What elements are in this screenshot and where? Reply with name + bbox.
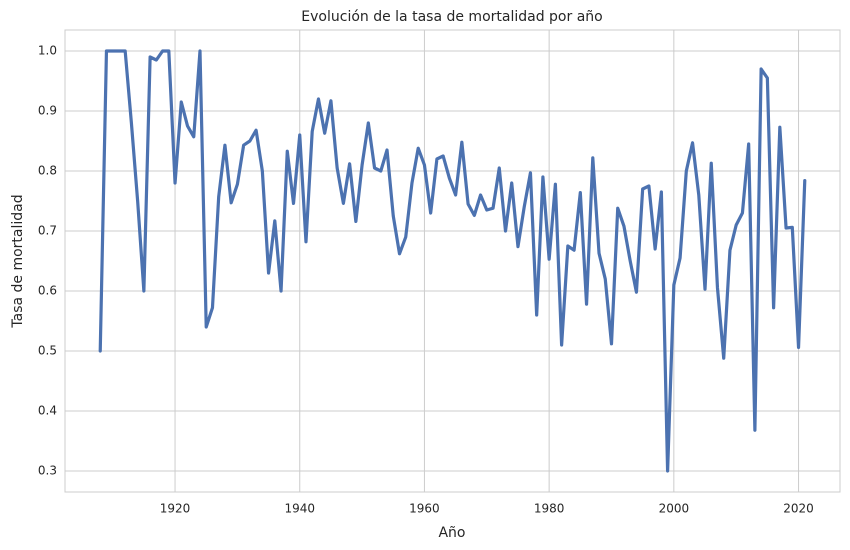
x-tick-label: 2000 bbox=[659, 502, 690, 516]
y-tick-label: 0.7 bbox=[38, 224, 57, 238]
y-tick-label: 0.4 bbox=[38, 404, 57, 418]
y-tick-label: 0.5 bbox=[38, 344, 57, 358]
x-tick-label: 1960 bbox=[409, 502, 440, 516]
data-line bbox=[98, 49, 807, 473]
x-tick-label: 2020 bbox=[783, 502, 814, 516]
y-tick-label: 1.0 bbox=[38, 44, 57, 58]
y-tick-label: 0.3 bbox=[38, 464, 57, 478]
x-tick-label: 1920 bbox=[160, 502, 191, 516]
plot-area bbox=[64, 29, 841, 493]
y-axis-label: Tasa de mortalidad bbox=[10, 194, 26, 328]
y-tick-label: 0.8 bbox=[38, 164, 57, 178]
x-axis-label: Año bbox=[438, 525, 465, 541]
y-tick-label: 0.9 bbox=[38, 104, 57, 118]
y-tick-label: 0.6 bbox=[38, 284, 57, 298]
chart-title: Evolución de la tasa de mortalidad por a… bbox=[301, 9, 602, 25]
x-tick-label: 1980 bbox=[534, 502, 565, 516]
x-tick-label: 1940 bbox=[284, 502, 315, 516]
